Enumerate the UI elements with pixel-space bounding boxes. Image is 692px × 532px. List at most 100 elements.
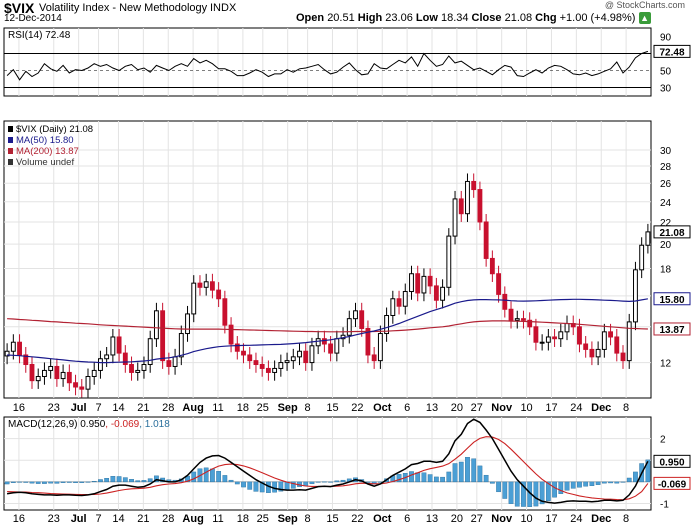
legend-entry: MA(200) 13.87 xyxy=(16,146,79,157)
macd-histogram-bar xyxy=(502,481,508,499)
macd-histogram-bar xyxy=(60,481,66,483)
macd-histogram-bar xyxy=(23,481,29,483)
candle-body xyxy=(222,298,228,326)
candle xyxy=(620,345,626,369)
x-tick-label: 14 xyxy=(112,513,124,525)
macd-histogram-bar xyxy=(539,481,545,505)
candle-body xyxy=(502,293,508,310)
ma50-last-value-text: 15.80 xyxy=(659,295,684,306)
macd-histogram-bar xyxy=(328,481,333,483)
candle-body xyxy=(639,244,645,271)
candle-body xyxy=(178,333,184,358)
x-tick-label: Jul xyxy=(71,402,87,414)
candle xyxy=(377,325,383,369)
candle xyxy=(23,346,29,373)
macd-histogram-bar xyxy=(433,476,439,483)
candle xyxy=(589,341,595,366)
macd-histogram-bar xyxy=(471,458,477,483)
macd-histogram-bar xyxy=(533,481,539,507)
macd-histogram-bar xyxy=(66,481,72,483)
candle xyxy=(228,317,234,353)
candle xyxy=(353,302,358,327)
candle xyxy=(197,275,203,296)
x-tick-label: Sep xyxy=(278,402,298,414)
macd-histogram-bar xyxy=(290,481,296,489)
up-arrow-icon: ▲ xyxy=(638,12,651,25)
candle-body xyxy=(514,318,520,321)
legend-entry: $VIX (Daily) 21.08 xyxy=(16,124,93,135)
macd-histogram-bar xyxy=(496,481,501,493)
macd-histogram-bar xyxy=(10,481,16,483)
candle xyxy=(284,352,290,371)
macd-histogram-bar xyxy=(626,477,632,483)
macd-last-value: 0.950 xyxy=(653,454,691,468)
macd-histogram-bar xyxy=(521,481,526,507)
candle-body xyxy=(396,298,402,307)
x-tick-label: 10 xyxy=(520,513,532,525)
macd-histogram-bar xyxy=(427,474,433,483)
candle-body xyxy=(415,273,421,294)
candle-body xyxy=(166,360,172,367)
x-tick-label: 13 xyxy=(426,402,438,414)
candle-body xyxy=(85,376,91,390)
rsi-last-value-box xyxy=(653,44,691,58)
macd-histogram-bar xyxy=(614,481,620,484)
chart-date: 12-Dec-2014 xyxy=(4,13,62,24)
candle xyxy=(135,362,141,381)
x-tick-label: 22 xyxy=(351,513,363,525)
macd-histogram-bar xyxy=(147,478,153,483)
x-tick-label: 16 xyxy=(13,513,25,525)
ma200-last-value-box xyxy=(653,322,691,336)
macd-last-value-box xyxy=(653,454,691,468)
candle xyxy=(222,290,228,334)
ma200-last-value-text: 13.87 xyxy=(659,325,684,336)
macd-last-value-text: 0.950 xyxy=(659,457,684,468)
rsi-panel-frame xyxy=(3,27,652,97)
x-tick-label: 23 xyxy=(48,513,60,525)
x-tick-label: 8 xyxy=(305,402,311,414)
candle xyxy=(17,334,22,364)
x-tick-label: 10 xyxy=(520,402,532,414)
macd-histogram-bar xyxy=(334,480,340,483)
candle xyxy=(216,282,222,308)
x-tick-label: 15 xyxy=(326,402,338,414)
candle xyxy=(141,356,147,379)
candle-body xyxy=(521,318,526,321)
price-y-tick: 24 xyxy=(660,198,672,209)
macd-histogram-bar xyxy=(42,481,47,484)
rsi-y-tick: 30 xyxy=(660,84,672,95)
security-name: Volatility Index - New Methodology xyxy=(39,2,208,14)
candle-body xyxy=(35,376,41,382)
candle xyxy=(558,323,564,347)
symbol: $VIX xyxy=(4,0,35,16)
candle-body xyxy=(365,327,371,356)
candle xyxy=(409,265,414,300)
candle-body xyxy=(321,338,327,345)
macd-histogram-bar xyxy=(608,481,613,484)
candle-body xyxy=(29,364,35,382)
macd-line xyxy=(6,418,649,504)
candle xyxy=(35,368,41,389)
candle xyxy=(241,343,246,364)
candle xyxy=(110,328,116,364)
x-tick-label: 7 xyxy=(95,402,101,414)
candle-body xyxy=(122,352,128,366)
candle-body xyxy=(440,286,446,301)
x-tick-label: 20 xyxy=(451,402,463,414)
candle-body xyxy=(259,364,265,369)
candle-body xyxy=(539,341,545,344)
price-y-tick: 28 xyxy=(660,162,672,173)
macd-histogram-bar xyxy=(577,481,582,488)
exchange: INDX xyxy=(210,2,237,14)
candle-body xyxy=(552,336,558,340)
candle-body xyxy=(147,338,153,366)
candle-body xyxy=(452,198,458,237)
candle-body xyxy=(346,318,352,336)
candle-body xyxy=(633,269,638,323)
candle-body xyxy=(489,257,495,275)
candle-body xyxy=(626,321,632,362)
high-value: 23.06 xyxy=(385,12,413,24)
close-value: 21.08 xyxy=(504,12,533,24)
macd-histogram-bar xyxy=(315,481,321,483)
rsi-last-value: 72.48 xyxy=(653,44,691,58)
